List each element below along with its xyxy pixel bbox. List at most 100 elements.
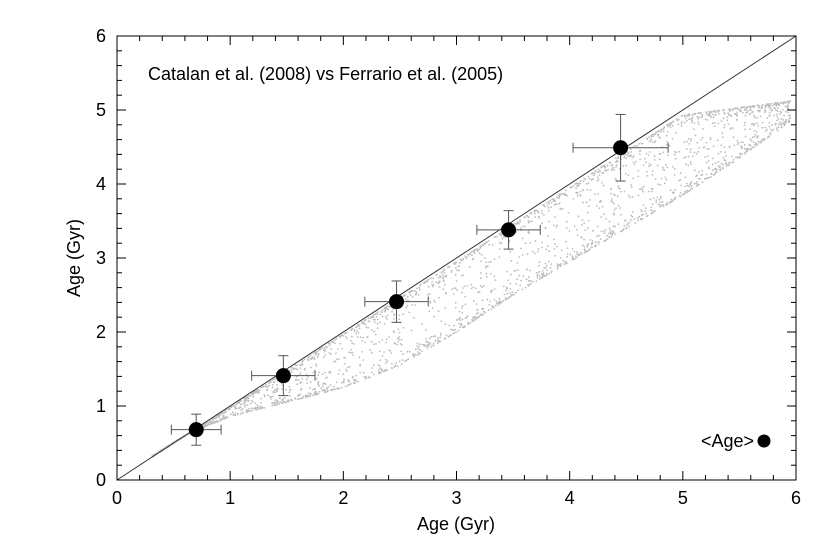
background-point bbox=[745, 108, 747, 110]
background-point bbox=[538, 270, 541, 273]
background-point bbox=[516, 289, 519, 292]
background-point bbox=[249, 402, 252, 405]
background-point bbox=[640, 142, 643, 145]
background-point bbox=[393, 366, 396, 368]
background-point bbox=[396, 337, 399, 340]
background-point bbox=[656, 196, 659, 199]
background-point bbox=[642, 190, 644, 193]
background-point bbox=[339, 335, 342, 337]
background-point bbox=[664, 176, 667, 179]
x-axis-label: Age (Gyr) bbox=[417, 514, 495, 534]
background-point bbox=[274, 391, 277, 394]
background-point bbox=[786, 104, 789, 107]
background-point bbox=[679, 191, 682, 194]
background-point bbox=[392, 317, 395, 320]
background-point bbox=[674, 196, 677, 199]
background-point bbox=[381, 315, 384, 318]
background-point bbox=[590, 179, 593, 181]
background-point bbox=[538, 278, 541, 280]
background-point bbox=[363, 319, 366, 322]
background-point bbox=[253, 407, 256, 410]
background-point bbox=[651, 190, 654, 193]
background-point bbox=[521, 225, 524, 228]
background-point bbox=[644, 207, 647, 210]
background-point bbox=[689, 183, 692, 186]
background-point bbox=[541, 277, 543, 279]
background-point bbox=[226, 416, 229, 419]
background-point bbox=[532, 280, 534, 283]
background-point bbox=[558, 202, 561, 205]
background-point bbox=[251, 409, 254, 412]
background-point bbox=[753, 106, 755, 109]
background-point bbox=[491, 244, 494, 246]
background-point bbox=[629, 147, 632, 150]
background-point bbox=[719, 169, 722, 172]
background-point bbox=[659, 196, 662, 198]
background-point bbox=[464, 255, 467, 257]
background-point bbox=[304, 396, 307, 399]
background-point bbox=[417, 294, 420, 296]
background-point bbox=[604, 229, 607, 231]
background-point bbox=[229, 413, 232, 416]
background-point bbox=[641, 188, 644, 191]
background-point bbox=[586, 211, 589, 214]
background-point bbox=[757, 104, 759, 107]
background-point bbox=[617, 204, 620, 207]
background-point bbox=[657, 129, 660, 132]
background-point bbox=[419, 352, 422, 355]
background-point bbox=[350, 339, 352, 342]
background-point bbox=[692, 155, 694, 158]
background-point bbox=[385, 341, 387, 344]
background-point bbox=[329, 372, 331, 374]
background-point bbox=[518, 274, 520, 277]
one-to-one-line bbox=[116, 35, 797, 481]
background-point bbox=[678, 179, 680, 182]
background-point bbox=[367, 320, 370, 323]
background-point bbox=[516, 221, 519, 223]
background-point bbox=[699, 177, 701, 180]
background-point bbox=[222, 417, 225, 420]
background-point bbox=[756, 135, 758, 138]
background-point bbox=[583, 238, 585, 241]
background-point bbox=[299, 372, 302, 374]
background-point bbox=[427, 345, 430, 347]
background-point bbox=[662, 127, 665, 130]
background-point bbox=[408, 350, 411, 353]
background-point bbox=[565, 227, 568, 230]
background-point bbox=[610, 164, 613, 167]
background-point bbox=[489, 291, 492, 293]
background-point bbox=[690, 138, 693, 140]
background-point bbox=[460, 259, 463, 262]
background-point bbox=[718, 113, 720, 115]
background-point bbox=[686, 182, 688, 185]
background-point bbox=[662, 205, 665, 208]
background-point bbox=[780, 126, 783, 129]
background-point bbox=[376, 318, 379, 321]
background-point bbox=[680, 115, 683, 117]
background-point bbox=[573, 258, 575, 260]
background-point bbox=[378, 365, 381, 367]
background-point bbox=[384, 316, 387, 319]
background-point bbox=[552, 200, 555, 203]
background-point bbox=[546, 269, 548, 271]
background-point bbox=[448, 324, 451, 327]
background-point bbox=[771, 130, 774, 132]
background-point bbox=[461, 259, 464, 261]
background-point bbox=[728, 113, 730, 116]
background-point bbox=[551, 198, 553, 201]
background-point bbox=[316, 393, 318, 396]
background-point bbox=[717, 110, 719, 112]
background-point bbox=[458, 310, 461, 313]
background-point bbox=[482, 284, 485, 287]
background-point bbox=[597, 168, 600, 171]
background-point bbox=[364, 377, 367, 380]
background-point bbox=[344, 332, 346, 335]
background-point bbox=[345, 370, 348, 372]
background-point bbox=[648, 163, 651, 165]
background-point bbox=[749, 144, 752, 147]
background-point bbox=[279, 401, 282, 403]
background-point bbox=[493, 288, 496, 290]
background-point bbox=[312, 388, 314, 391]
background-point bbox=[607, 169, 609, 171]
background-point bbox=[766, 136, 769, 139]
